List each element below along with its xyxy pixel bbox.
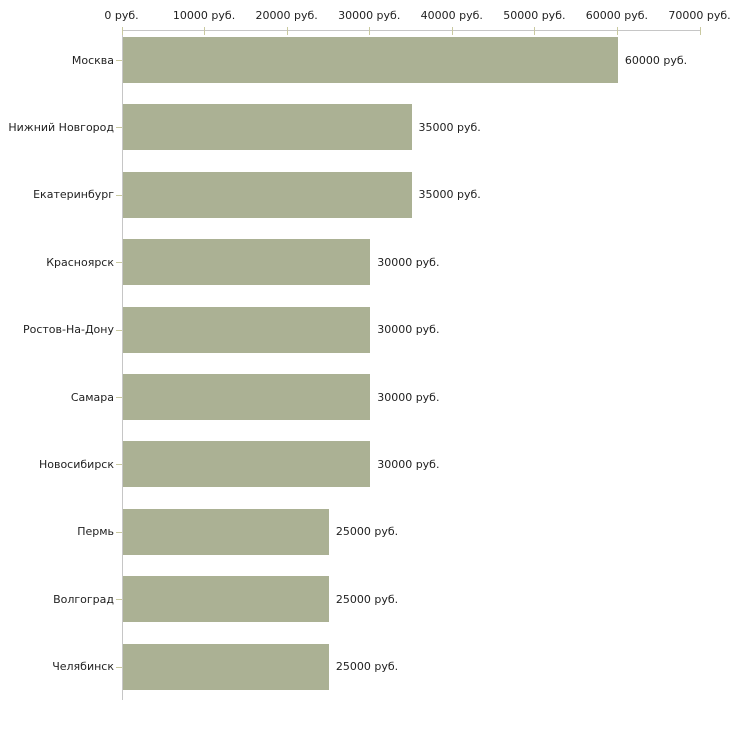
bar <box>122 306 371 353</box>
bar <box>122 37 618 83</box>
bar <box>122 576 329 623</box>
category-label: Самара <box>70 390 114 404</box>
x-axis-tick-label: 40000 руб. <box>420 9 483 22</box>
x-axis-tick-mark <box>534 27 536 35</box>
x-axis-tick-label: 70000 руб. <box>668 9 730 22</box>
x-axis-tick-label: 50000 руб. <box>503 9 566 22</box>
value-label: 30000 руб. <box>377 390 440 404</box>
category-label: Пермь <box>77 525 114 539</box>
category-label: Новосибирск <box>38 457 114 471</box>
x-axis-tick-mark <box>369 27 371 35</box>
bar <box>122 643 329 690</box>
y-axis-line <box>121 30 123 700</box>
bar <box>122 508 329 555</box>
bar <box>122 171 412 218</box>
bar <box>122 441 371 488</box>
category-tick-mark <box>116 194 122 196</box>
x-axis-tick-mark <box>451 27 453 35</box>
category-tick-mark <box>116 127 122 129</box>
category-tick-mark <box>116 599 122 601</box>
bar <box>122 239 371 286</box>
value-label: 30000 руб. <box>377 323 440 337</box>
category-label: Красноярск <box>46 255 114 269</box>
category-tick-mark <box>116 329 122 331</box>
x-axis-tick-label: 0 руб. <box>104 9 139 22</box>
x-axis-tick-mark <box>286 27 288 35</box>
category-label: Москва <box>71 53 114 67</box>
category-label: Екатеринбург <box>33 188 114 202</box>
bar <box>122 104 412 151</box>
value-label: 25000 руб. <box>335 592 399 606</box>
x-axis-tick-mark <box>699 27 701 35</box>
value-label: 35000 руб. <box>418 120 481 134</box>
value-label: 30000 руб. <box>377 255 440 269</box>
category-label: Нижний Новгород <box>8 120 114 134</box>
category-tick-mark <box>116 397 122 398</box>
x-axis-tick-mark <box>616 27 618 35</box>
category-tick-mark <box>116 262 122 264</box>
value-label: 25000 руб. <box>335 660 399 674</box>
x-axis-tick-label: 20000 руб. <box>255 9 318 22</box>
value-label: 35000 руб. <box>418 188 481 202</box>
category-tick-mark <box>116 531 122 533</box>
value-label: 60000 руб. <box>624 53 688 67</box>
x-axis-tick-mark <box>121 27 123 35</box>
bar <box>122 374 371 420</box>
x-axis-line <box>121 30 700 31</box>
x-axis-tick-label: 10000 руб. <box>172 9 236 22</box>
x-axis-tick-label: 60000 руб. <box>585 9 649 22</box>
category-label: Челябинск <box>52 660 114 674</box>
x-axis-tick-label: 30000 руб. <box>338 9 401 22</box>
category-tick-mark <box>116 464 122 466</box>
category-label: Ростов-На-Дону <box>22 323 114 337</box>
category-tick-mark <box>116 60 122 61</box>
value-label: 25000 руб. <box>335 525 399 539</box>
category-label: Волгоград <box>53 592 114 606</box>
x-axis-tick-mark <box>204 27 206 35</box>
category-tick-mark <box>116 666 122 668</box>
value-label: 30000 руб. <box>377 457 440 471</box>
